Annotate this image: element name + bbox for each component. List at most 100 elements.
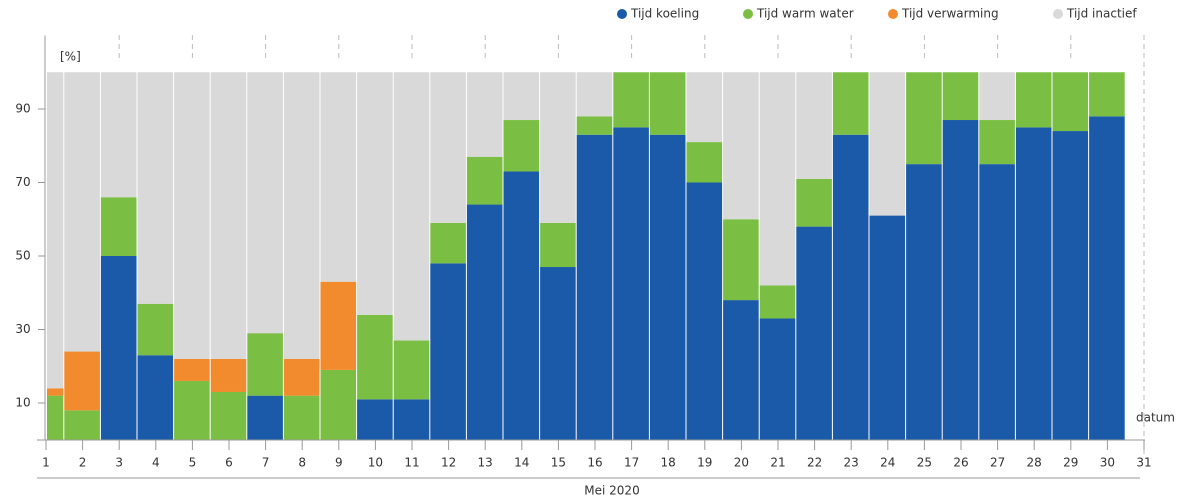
bar-segment <box>613 72 649 128</box>
x-tick-label: 29 <box>1063 456 1078 470</box>
x-tick-label: 12 <box>441 456 456 470</box>
bar-segment <box>649 134 686 440</box>
legend-swatch <box>1053 9 1063 19</box>
x-tick-label: 17 <box>624 456 639 470</box>
bar-segment <box>174 358 210 381</box>
x-tick-label: 27 <box>990 456 1005 470</box>
bar-segment <box>1089 116 1125 440</box>
x-tick-label: 14 <box>514 456 529 470</box>
x-tick-label: 2 <box>79 456 87 470</box>
bar-segment <box>723 300 759 440</box>
y-tick-label: 70 <box>15 175 30 189</box>
bar-segment <box>723 219 759 301</box>
x-tick-label: 3 <box>115 456 123 470</box>
bar-segment <box>210 391 247 440</box>
bar-segment <box>430 72 466 223</box>
x-tick-label: 31 <box>1136 456 1151 470</box>
legend-label: Tijd warm water <box>756 7 854 21</box>
bar-segment <box>174 380 210 440</box>
bar-segment <box>503 72 540 121</box>
bar-segment <box>466 72 503 157</box>
x-tick-label: 20 <box>734 456 749 470</box>
x-tick-label: 1 <box>42 456 50 470</box>
bar-segment <box>283 72 320 359</box>
x-tick-label: 26 <box>953 456 968 470</box>
bar-segment <box>320 369 357 440</box>
bar-segment <box>357 314 393 400</box>
bar-segment <box>759 72 796 286</box>
x-tick-label: 8 <box>298 456 306 470</box>
bar-segment <box>686 182 723 440</box>
x-axis-title: Mei 2020 <box>584 484 639 498</box>
bar-segment <box>47 388 64 396</box>
bar-segment <box>393 399 430 440</box>
bar-segment <box>137 72 174 304</box>
bar-segment <box>1052 72 1089 132</box>
bar-segment <box>1052 131 1089 440</box>
y-tick-label: 30 <box>15 322 30 336</box>
bar-segment <box>430 263 466 440</box>
bar-segment <box>393 72 430 341</box>
bar-segment <box>979 120 1015 165</box>
bar-segment <box>210 72 247 359</box>
x-tick-label: 19 <box>697 456 712 470</box>
bar-segment <box>686 72 723 143</box>
x-tick-label: 15 <box>551 456 566 470</box>
bar-segment <box>247 395 283 440</box>
bar-segment <box>466 156 503 205</box>
bar-segment <box>283 358 320 396</box>
x-tick-label: 4 <box>152 456 160 470</box>
bar-segment <box>796 178 832 227</box>
x-tick-label: 23 <box>844 456 859 470</box>
bar-segment <box>906 72 942 165</box>
bar-segment <box>576 116 613 135</box>
bar-segment <box>613 127 649 440</box>
bar-segment <box>64 351 100 411</box>
x-end-label: datum <box>1136 411 1175 425</box>
bar-segment <box>869 215 906 440</box>
bar-segment <box>283 395 320 440</box>
x-tick-label: 16 <box>587 456 602 470</box>
bar-segment <box>576 72 613 117</box>
bar-segment <box>540 222 576 268</box>
x-tick-label: 25 <box>917 456 932 470</box>
bar-segment <box>393 340 430 400</box>
bar-segment <box>796 226 832 440</box>
y-tick-label: 90 <box>15 102 30 116</box>
bar-segment <box>100 197 137 256</box>
legend-swatch <box>617 9 627 19</box>
x-tick-label: 24 <box>880 456 895 470</box>
bar-segment <box>796 72 832 179</box>
legend-label: Tijd koeling <box>630 7 699 21</box>
bar-segment <box>466 204 503 440</box>
x-tick-label: 18 <box>661 456 676 470</box>
bar-segment <box>1089 72 1125 117</box>
x-tick-label: 13 <box>478 456 493 470</box>
bar-segment <box>64 72 100 352</box>
bar-segment <box>430 222 466 264</box>
bar-segment <box>247 333 283 396</box>
x-tick-label: 30 <box>1100 456 1115 470</box>
bar-segment <box>832 72 869 135</box>
legend-swatch <box>888 9 898 19</box>
bar-segment <box>979 72 1015 121</box>
bar-segment <box>47 395 64 440</box>
bar-segment <box>832 134 869 440</box>
bar-segment <box>540 72 576 223</box>
x-tick-label: 10 <box>368 456 383 470</box>
bar-segment <box>503 120 540 172</box>
bar-segment <box>137 355 174 440</box>
bar-segment <box>540 267 576 440</box>
x-tick-label: 11 <box>404 456 419 470</box>
bar-segment <box>137 303 174 356</box>
bar-segment <box>686 142 723 183</box>
bar-segment <box>869 72 906 216</box>
legend-swatch <box>743 9 753 19</box>
bar-segment <box>64 410 100 440</box>
bar-segment <box>649 72 686 135</box>
x-tick-label: 21 <box>770 456 785 470</box>
bar-segment <box>942 120 979 440</box>
bar-segment <box>942 72 979 121</box>
bar-segment <box>210 358 247 392</box>
